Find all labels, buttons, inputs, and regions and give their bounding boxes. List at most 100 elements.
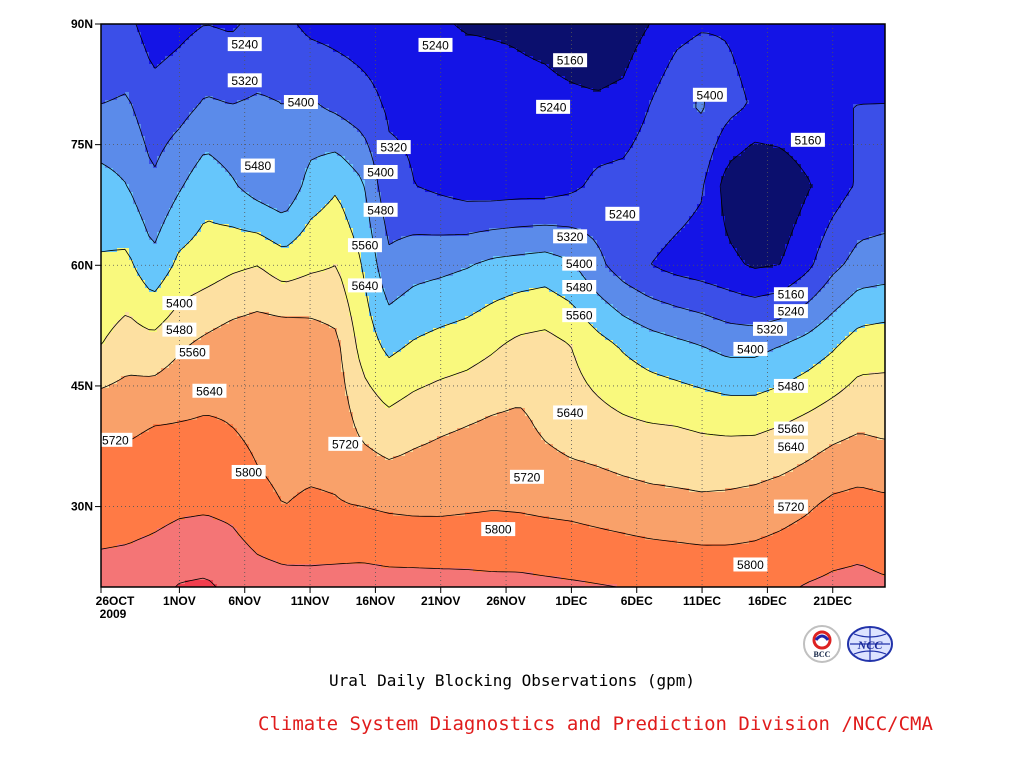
contour-fill-cell	[317, 48, 322, 53]
contour-fill-cell	[393, 104, 398, 109]
contour-fill-cell	[397, 88, 402, 93]
contour-fill-cell	[345, 44, 350, 49]
contour-fill-cell	[565, 28, 570, 33]
contour-fill-cell	[353, 88, 358, 93]
contour-fill-cell	[841, 108, 846, 113]
contour-fill-cell	[417, 104, 422, 109]
contour-fill-cell	[753, 104, 758, 109]
contour-fill-cell	[617, 92, 622, 97]
contour-fill-cell	[125, 28, 130, 33]
contour-fill-cell	[433, 104, 438, 109]
contour-fill-cell	[697, 56, 702, 61]
contour-fill-cell	[485, 104, 490, 109]
contour-fill-cell	[533, 84, 538, 89]
contour-fill-cell	[741, 36, 746, 41]
contour-fill-cell	[345, 80, 350, 85]
contour-fill-cell	[733, 96, 738, 101]
contour-fill-cell	[517, 36, 522, 41]
contour-fill-cell	[445, 112, 450, 117]
contour-fill-cell	[793, 56, 798, 61]
contour-fill-cell	[109, 116, 114, 121]
contour-fill-cell	[753, 64, 758, 69]
contour-fill-cell	[445, 92, 450, 97]
contour-fill-cell	[489, 104, 494, 109]
contour-fill-cell	[173, 100, 178, 105]
contour-fill-cell	[109, 72, 114, 77]
contour-fill-cell	[497, 56, 502, 61]
contour-fill-cell	[117, 104, 122, 109]
contour-fill-cell	[621, 68, 626, 73]
contour-fill-cell	[445, 52, 450, 57]
contour-fill-cell	[465, 52, 470, 57]
contour-fill-cell	[133, 40, 138, 45]
contour-fill-cell	[573, 96, 578, 101]
contour-fill-cell	[741, 52, 746, 57]
contour-fill-cell	[137, 72, 142, 77]
contour-fill-cell	[301, 84, 306, 89]
contour-fill-cell	[313, 88, 318, 93]
contour-fill-cell	[397, 100, 402, 105]
contour-fill-cell	[381, 80, 386, 85]
contour-fill-cell	[665, 108, 670, 113]
contour-fill-cell	[481, 52, 486, 57]
contour-fill-cell	[417, 120, 422, 125]
contour-fill-cell	[357, 76, 362, 81]
contour-fill-cell	[469, 120, 474, 125]
contour-fill-cell	[113, 40, 118, 45]
contour-fill-cell	[841, 56, 846, 61]
contour-fill-cell	[617, 96, 622, 101]
contour-fill-cell	[617, 64, 622, 69]
contour-fill-cell	[385, 104, 390, 109]
contour-fill-cell	[161, 28, 166, 33]
contour-fill-cell	[713, 68, 718, 73]
contour-fill-cell	[121, 76, 126, 81]
contour-fill-cell	[153, 32, 158, 37]
contour-fill-cell	[649, 52, 654, 57]
contour-fill-cell	[641, 56, 646, 61]
contour-fill-cell	[841, 28, 846, 33]
contour-fill-cell	[265, 28, 270, 33]
contour-fill-cell	[777, 60, 782, 65]
contour-fill-cell	[465, 72, 470, 77]
contour-fill-cell	[561, 68, 566, 73]
contour-fill-cell	[705, 48, 710, 53]
contour-fill-cell	[285, 44, 290, 49]
contour-fill-cell	[713, 80, 718, 85]
contour-fill-cell	[417, 100, 422, 105]
contour-fill-cell	[669, 28, 674, 33]
contour-fill-cell	[409, 64, 414, 69]
contour-fill-cell	[153, 92, 158, 97]
contour-fill-cell	[325, 120, 330, 125]
contour-fill-cell	[473, 96, 478, 101]
contour-fill-cell	[749, 84, 754, 89]
contour-fill-cell	[521, 108, 526, 113]
contour-fill-cell	[489, 60, 494, 65]
contour-fill-cell	[397, 32, 402, 37]
contour-fill-cell	[625, 120, 630, 125]
contour-fill-cell	[321, 72, 326, 77]
contour-fill-cell	[493, 48, 498, 53]
contour-fill-cell	[293, 120, 298, 125]
contour-fill-cell	[661, 100, 666, 105]
contour-fill-cell	[313, 52, 318, 57]
contour-fill-cell	[205, 32, 210, 37]
contour-fill-cell	[849, 96, 854, 101]
contour-fill-cell	[533, 120, 538, 125]
contour-fill-cell	[329, 88, 334, 93]
contour-fill-cell	[121, 88, 126, 93]
contour-fill-cell	[389, 112, 394, 117]
contour-fill-cell	[709, 44, 714, 49]
contour-fill-cell	[785, 96, 790, 101]
contour-fill-cell	[521, 72, 526, 77]
contour-fill-cell	[613, 96, 618, 101]
contour-fill-cell	[221, 124, 226, 129]
contour-fill-cell	[865, 40, 870, 45]
contour-fill-cell	[797, 52, 802, 57]
contour-fill-cell	[261, 104, 266, 109]
contour-fill-cell	[161, 32, 166, 37]
contour-fill-cell	[153, 124, 158, 129]
contour-fill-cell	[221, 92, 226, 97]
contour-fill-cell	[641, 68, 646, 73]
contour-fill-cell	[669, 32, 674, 37]
contour-fill-cell	[621, 104, 626, 109]
